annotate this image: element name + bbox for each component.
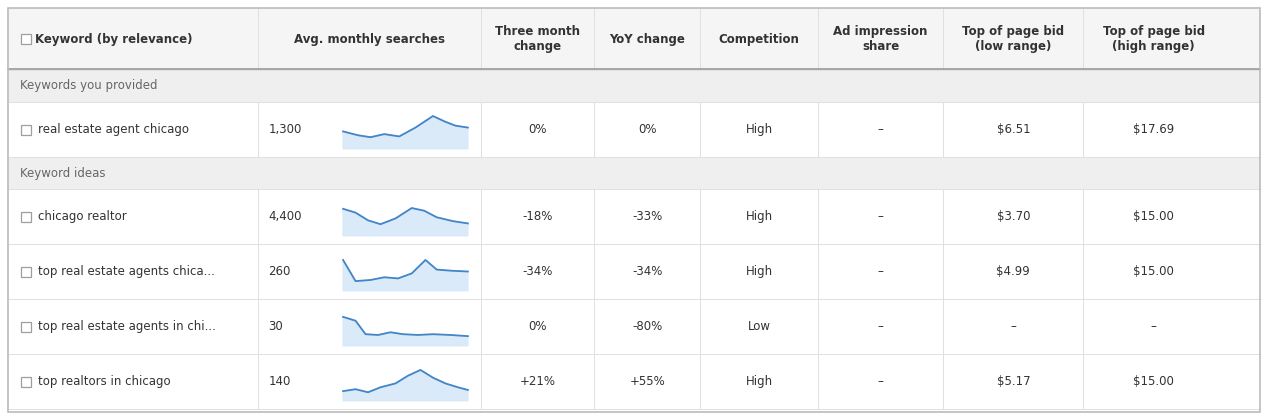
Text: –: – (877, 123, 884, 136)
Text: -33%: -33% (631, 210, 662, 223)
Text: +55%: +55% (629, 375, 664, 388)
Bar (22, 124, 30, 134)
Text: –: – (1150, 320, 1156, 333)
Bar (22, 376, 30, 386)
Polygon shape (344, 317, 468, 346)
Bar (8, 102, 1260, 157)
Bar (8, 244, 1260, 299)
Text: –: – (877, 265, 884, 278)
Text: 4,400: 4,400 (269, 210, 302, 223)
Text: Keywords you provided: Keywords you provided (20, 79, 157, 92)
Text: Competition: Competition (719, 32, 800, 45)
Text: $6.51: $6.51 (997, 123, 1030, 136)
Text: $15.00: $15.00 (1134, 210, 1174, 223)
Text: –: – (877, 210, 884, 223)
Text: -34%: -34% (631, 265, 662, 278)
Text: $15.00: $15.00 (1134, 265, 1174, 278)
Text: High: High (746, 123, 772, 136)
Polygon shape (344, 260, 468, 291)
Text: YoY change: YoY change (609, 32, 685, 45)
Text: Top of page bid
(low range): Top of page bid (low range) (962, 25, 1064, 53)
Text: –: – (877, 320, 884, 333)
Text: $15.00: $15.00 (1134, 375, 1174, 388)
Text: top real estate agents chica...: top real estate agents chica... (38, 265, 214, 278)
Text: -34%: -34% (522, 265, 553, 278)
Text: 0%: 0% (638, 123, 657, 136)
Text: Top of page bid
(high range): Top of page bid (high range) (1102, 25, 1205, 53)
Text: 140: 140 (269, 375, 290, 388)
Text: Keyword (by relevance): Keyword (by relevance) (36, 32, 193, 45)
Text: top realtors in chicago: top realtors in chicago (38, 375, 171, 388)
Text: chicago realtor: chicago realtor (38, 210, 127, 223)
Bar (8, 189, 1260, 244)
Bar (8, 299, 1260, 354)
Polygon shape (344, 208, 468, 236)
Text: High: High (746, 210, 772, 223)
Text: –: – (877, 375, 884, 388)
Polygon shape (344, 370, 468, 401)
Bar (8, 8, 1260, 70)
Text: –: – (1011, 320, 1016, 333)
Bar (22, 34, 30, 44)
Bar (8, 70, 1260, 102)
Text: Keyword ideas: Keyword ideas (20, 166, 105, 179)
Bar (8, 354, 1260, 409)
Bar (22, 267, 30, 276)
Bar (8, 157, 1260, 189)
Text: High: High (746, 265, 772, 278)
Text: $4.99: $4.99 (997, 265, 1030, 278)
Text: 0%: 0% (529, 320, 547, 333)
Polygon shape (344, 116, 468, 149)
Text: Avg. monthly searches: Avg. monthly searches (294, 32, 445, 45)
Text: top real estate agents in chi...: top real estate agents in chi... (38, 320, 216, 333)
Text: $3.70: $3.70 (997, 210, 1030, 223)
Text: Low: Low (748, 320, 771, 333)
Text: $17.69: $17.69 (1132, 123, 1174, 136)
Text: -18%: -18% (522, 210, 553, 223)
Text: +21%: +21% (520, 375, 555, 388)
Bar (22, 321, 30, 331)
Text: real estate agent chicago: real estate agent chicago (38, 123, 189, 136)
Text: 260: 260 (269, 265, 290, 278)
Text: 1,300: 1,300 (269, 123, 302, 136)
Text: Three month
change: Three month change (495, 25, 579, 53)
Text: 30: 30 (269, 320, 283, 333)
Text: $5.17: $5.17 (997, 375, 1030, 388)
Bar (22, 212, 30, 221)
Text: Ad impression
share: Ad impression share (833, 25, 928, 53)
Text: 0%: 0% (529, 123, 547, 136)
Text: -80%: -80% (631, 320, 662, 333)
Text: High: High (746, 375, 772, 388)
